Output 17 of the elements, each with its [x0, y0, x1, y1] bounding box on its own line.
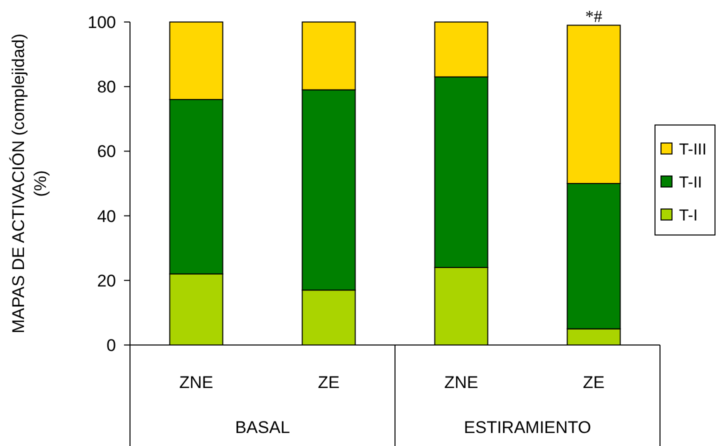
x-tick-label: ZNE [444, 373, 478, 392]
y-axis-title: MAPAS DE ACTIVACIÓN (complejidad) (%) [9, 34, 50, 334]
text: BASAL [235, 418, 290, 437]
legend-label: T-I [679, 208, 698, 225]
x-tick-label: ZNE [179, 373, 214, 392]
annotation: *# [585, 7, 603, 26]
y-tick-label: 20 [97, 271, 116, 290]
y-tick-label: 0 [106, 336, 116, 355]
x-tick-label: ZE [582, 373, 605, 392]
legend-label: T-III [679, 142, 707, 159]
y-tick-label: 60 [97, 142, 116, 162]
y-tick-label: 80 [97, 78, 116, 97]
y-tick-label: 40 [97, 206, 116, 226]
legend-label: T-II [679, 174, 702, 192]
x-tick-label: ZE [318, 373, 340, 392]
text: ESTIRAMIENTO [464, 418, 592, 437]
y-tick-label: 100 [88, 12, 116, 32]
